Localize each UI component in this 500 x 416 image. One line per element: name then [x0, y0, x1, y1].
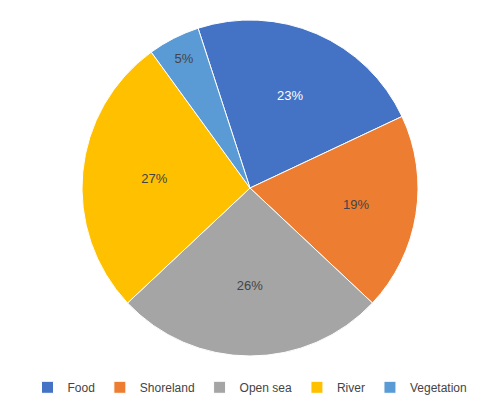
svg-text:River: River [337, 381, 365, 395]
svg-text:5%: 5% [174, 51, 193, 66]
svg-text:19%: 19% [343, 197, 369, 212]
svg-text:26%: 26% [237, 278, 263, 293]
svg-text:Food: Food [68, 381, 95, 395]
svg-text:Vegetation: Vegetation [410, 381, 467, 395]
svg-text:Open sea: Open sea [240, 381, 292, 395]
svg-text:27%: 27% [141, 171, 167, 186]
svg-text:Shoreland: Shoreland [140, 381, 195, 395]
svg-text:23%: 23% [277, 88, 303, 103]
